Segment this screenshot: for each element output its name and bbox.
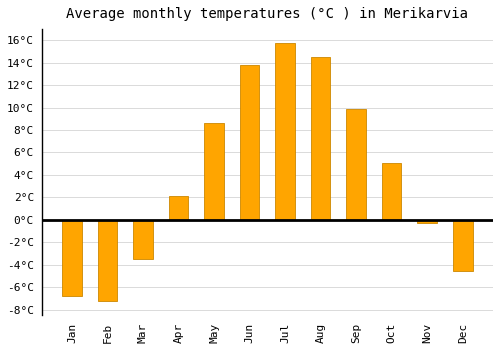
- Bar: [168, 196, 188, 220]
- Bar: [133, 220, 152, 259]
- Bar: [204, 123, 224, 220]
- Bar: [453, 220, 472, 271]
- Bar: [311, 57, 330, 220]
- Bar: [346, 109, 366, 220]
- Bar: [62, 220, 82, 296]
- Title: Average monthly temperatures (°C ) in Merikarvia: Average monthly temperatures (°C ) in Me…: [66, 7, 468, 21]
- Bar: [276, 42, 295, 220]
- Bar: [98, 220, 117, 301]
- Bar: [382, 162, 402, 220]
- Bar: [240, 65, 260, 220]
- Bar: [418, 220, 437, 223]
